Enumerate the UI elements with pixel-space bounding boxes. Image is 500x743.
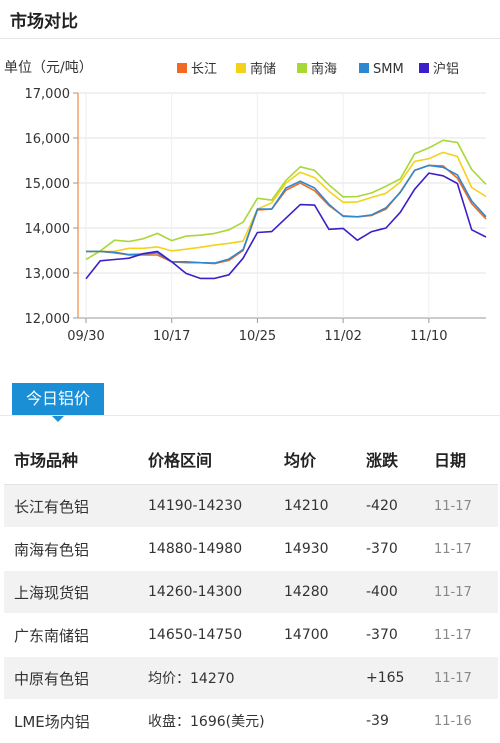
header-avg: 均价 — [283, 434, 365, 485]
y-tick-label: 14,000 — [25, 222, 71, 237]
y-tick-label: 13,000 — [25, 267, 71, 282]
change-cell: -400 — [365, 570, 433, 614]
table-header-row: 市场品种 价格区间 均价 涨跌 日期 — [4, 434, 498, 485]
y-tick-label: 15,000 — [25, 177, 71, 192]
x-tick-label: 11/02 — [324, 329, 361, 344]
page-title: 市场对比 — [10, 12, 78, 32]
table-row: 中原有色铝 均价：14270 +165 11-17 — [4, 656, 498, 700]
series-line-SMM — [86, 164, 487, 264]
change-cell: +165 — [365, 656, 433, 700]
page-header: 市场对比 — [0, 0, 500, 39]
header-market: 市场品种 — [4, 434, 147, 485]
series-line-南海 — [85, 139, 487, 261]
legend-label: 南海 — [311, 61, 337, 77]
header-change: 涨跌 — [365, 434, 433, 485]
change-cell: -420 — [365, 484, 433, 528]
price-range-cell: 14260-14300 — [147, 570, 283, 614]
avg-price-cell: 14930 — [283, 527, 365, 571]
legend-label: 南储 — [250, 61, 276, 77]
date-cell: 11-17 — [433, 570, 498, 614]
market-cell: 上海现货铝 — [4, 570, 147, 614]
date-cell: 11-17 — [433, 613, 498, 657]
y-tick-label: 12,000 — [25, 312, 71, 327]
legend-label: 沪铝 — [433, 61, 459, 77]
tab-divider — [0, 415, 500, 416]
date-cell: 11-17 — [433, 484, 498, 528]
y-axis-label: 单位（元/吨） — [4, 60, 93, 76]
y-tick-label: 17,000 — [25, 87, 71, 102]
market-cell: 中原有色铝 — [4, 656, 147, 700]
market-cell: 南海有色铝 — [4, 527, 147, 571]
change-cell: -39 — [365, 699, 433, 743]
legend-label: SMM — [373, 62, 404, 77]
x-tick-label: 09/30 — [67, 329, 104, 344]
date-cell: 11-17 — [433, 656, 498, 700]
header-range: 价格区间 — [147, 434, 283, 485]
price-comparison-chart: 单位（元/吨） 长江 南储 南海 SMM 沪铝 12,000 13,000 14,000 15,0… — [4, 60, 487, 344]
date-cell: 11-16 — [433, 699, 498, 743]
price-range-cell: 收盘：1696(美元) — [147, 699, 283, 743]
price-range-cell: 14190-14230 — [147, 484, 283, 528]
price-range-cell: 均价：14270 — [147, 656, 283, 700]
avg-price-cell: 14700 — [283, 613, 365, 657]
avg-price-cell — [283, 656, 365, 700]
price-table: 市场品种 价格区间 均价 涨跌 日期 长江有色铝 14190-14230 14210… — [4, 434, 498, 743]
x-tick-label: 11/10 — [410, 329, 447, 344]
market-cell: LME场内铝 — [4, 699, 147, 743]
legend-label: 长江 — [191, 62, 217, 77]
change-cell: -370 — [365, 613, 433, 657]
price-range-cell: 14650-14750 — [147, 613, 283, 657]
x-tick-label: 10/17 — [153, 329, 190, 344]
legend-swatch — [419, 63, 429, 73]
header-date: 日期 — [433, 434, 498, 485]
table-body: 长江有色铝 14190-14230 14210 -420 11-17 南海有色铝 14880… — [4, 484, 498, 743]
table-row: LME场内铝 收盘：1696(美元) -39 11-16 — [4, 699, 498, 743]
section-tab-bar: 今日铝价 — [0, 383, 500, 423]
avg-price-cell — [283, 699, 365, 743]
legend-swatch — [297, 63, 307, 73]
market-cell: 长江有色铝 — [4, 484, 147, 528]
avg-price-cell: 14210 — [283, 484, 365, 528]
tab-today-aluminum-price[interactable]: 今日铝价 — [12, 383, 105, 422]
market-cell: 广东南储铝 — [4, 613, 147, 657]
y-tick-label: 16,000 — [25, 132, 71, 147]
table-row: 广东南储铝 14650-14750 14700 -370 11-17 — [4, 613, 498, 657]
legend-swatch — [236, 63, 246, 73]
change-cell: -370 — [365, 527, 433, 571]
series-line-南储 — [86, 151, 487, 253]
table-row: 上海现货铝 14260-14300 14280 -400 11-17 — [4, 570, 498, 614]
price-range-cell: 14880-14980 — [147, 527, 283, 571]
legend-swatch — [177, 63, 187, 73]
date-cell: 11-17 — [433, 527, 498, 571]
x-tick-label: 10/25 — [239, 329, 276, 344]
table-row: 南海有色铝 14880-14980 14930 -370 11-17 — [4, 527, 498, 571]
legend-swatch — [359, 63, 369, 73]
table-row: 长江有色铝 14190-14230 14210 -420 11-17 — [4, 484, 498, 528]
avg-price-cell: 14280 — [283, 570, 365, 614]
series-line-沪铝 — [85, 172, 487, 280]
